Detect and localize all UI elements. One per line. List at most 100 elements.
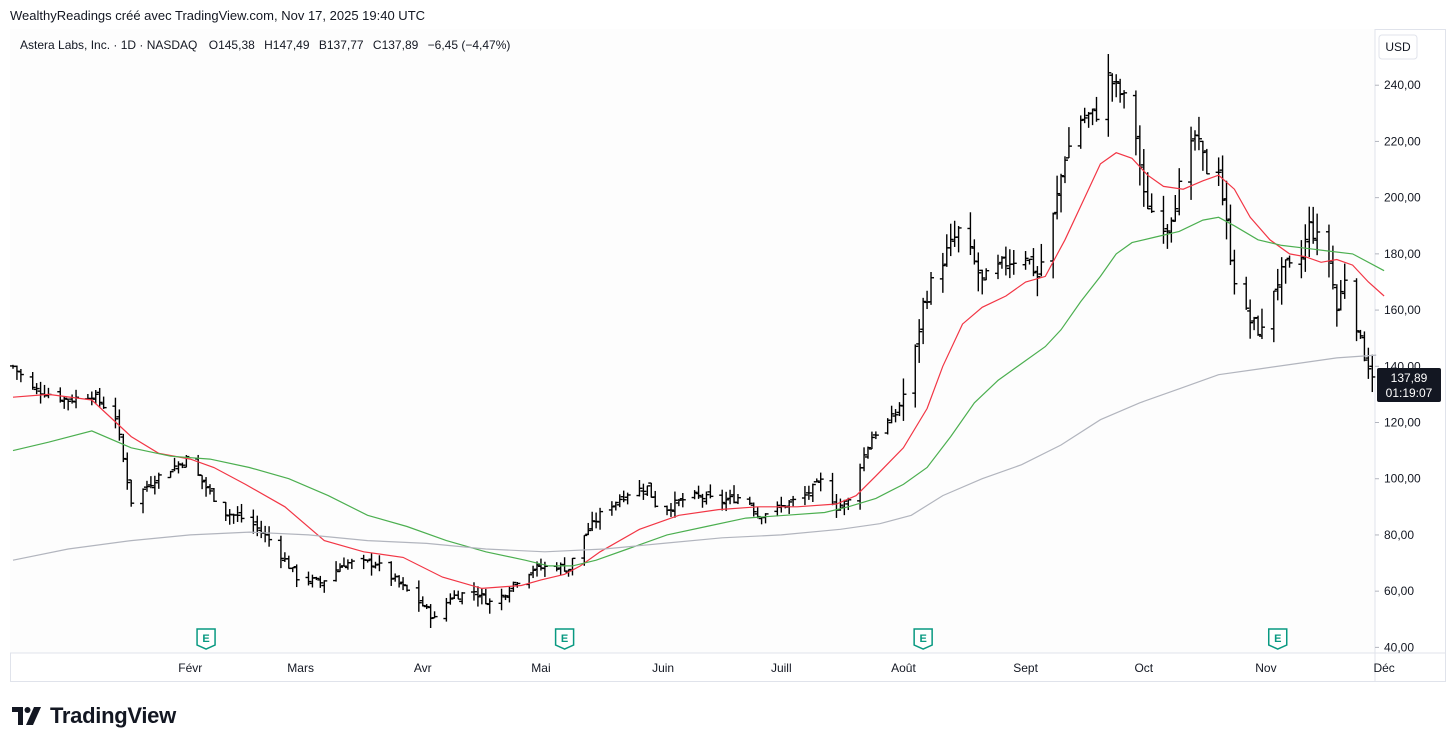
ohlc-bar	[1148, 193, 1155, 213]
ohlc-bar	[333, 561, 340, 582]
legend-close: C137,89	[373, 38, 419, 52]
ohlc-bar	[293, 564, 300, 588]
ohlc-bar	[920, 297, 927, 345]
ohlc-bar	[1109, 73, 1116, 102]
tradingview-logo-icon	[12, 707, 41, 725]
time-tick-label: Juin	[652, 661, 674, 675]
ohlc-bar	[884, 418, 891, 435]
earnings-marker[interactable]: E	[554, 628, 575, 650]
ohlc-bar	[1333, 284, 1340, 327]
price-tick-label: 180,00	[1384, 247, 1421, 261]
ohlc-bar	[585, 522, 592, 536]
ohlc-bar	[96, 387, 103, 407]
ohlc-bar	[210, 487, 217, 502]
ohlc-bar	[404, 584, 410, 592]
earnings-marker-label: E	[561, 633, 568, 645]
price-tick-label: 40,00	[1384, 640, 1414, 654]
ohlc-bar	[143, 480, 150, 492]
ohlc-bar	[624, 492, 631, 505]
earnings-marker[interactable]: E	[913, 628, 933, 650]
ohlc-bar	[809, 483, 816, 503]
ohlc-bar	[534, 561, 541, 577]
time-tick-label: Oct	[1134, 661, 1153, 675]
ohlc-bar	[1258, 308, 1265, 340]
earnings-marker[interactable]: E	[1267, 628, 1288, 650]
ohlc-bar	[474, 586, 481, 607]
ohlc-bar	[872, 431, 879, 440]
ohlc-bar	[1144, 172, 1151, 210]
ohlc-bar	[1286, 255, 1293, 268]
ohlc-bar	[671, 491, 678, 518]
ohlc-bar	[1058, 173, 1065, 213]
ohlc-bar	[506, 586, 513, 603]
ohlc-bar	[459, 592, 466, 605]
earnings-marker-label: E	[202, 633, 209, 645]
ohlc-bar	[1038, 243, 1045, 277]
ohlc-bar	[171, 457, 178, 472]
ohlc-bar	[1089, 108, 1096, 126]
ohlc-bar	[61, 396, 68, 409]
ohlc-bar	[975, 252, 982, 292]
ohlc-bar	[1243, 276, 1250, 310]
price-tick-label: 200,00	[1384, 191, 1421, 205]
ohlc-bar	[455, 590, 462, 600]
ohlc-bar	[199, 474, 206, 490]
ohlc-bar	[774, 501, 781, 517]
ohlc-bar	[955, 225, 962, 253]
chart-pane[interactable]	[10, 29, 1375, 653]
ohlc-bar	[340, 557, 347, 567]
ohlc-bar	[478, 588, 485, 605]
ohlc-bar	[1274, 268, 1281, 301]
legend-change: −6,45 (−4,47%)	[428, 38, 511, 52]
ohlc-bar	[727, 489, 734, 505]
ohlc-bar	[979, 269, 986, 295]
ohlc-bar	[17, 368, 24, 383]
tradingview-logo[interactable]: TradingView	[12, 703, 176, 729]
time-tick-label: Sept	[1013, 661, 1038, 675]
ohlc-bar	[1010, 249, 1017, 275]
ohlc-bar	[112, 397, 119, 429]
currency-label: USD	[1385, 40, 1411, 54]
ohlc-bar	[1061, 156, 1068, 184]
ohlc-bar	[100, 396, 107, 409]
ohlc-bar	[277, 535, 284, 569]
ohlc-bar	[608, 501, 615, 516]
legend-high: H147,49	[264, 38, 310, 52]
legend-open: O145,38	[209, 38, 255, 52]
ohlc-bar	[1270, 290, 1277, 343]
ohlc-bar	[1002, 246, 1009, 276]
ohlc-bar	[29, 372, 36, 390]
ohlc-bar	[1195, 116, 1202, 151]
ohlc-bar	[817, 472, 824, 492]
legend-symbol: Astera Labs, Inc. · 1D · NASDAQ O145,38 …	[20, 38, 510, 52]
earnings-marker[interactable]: E	[196, 628, 216, 650]
ohlc-bar	[447, 593, 454, 605]
ohlc-bar	[900, 378, 907, 421]
ohlc-bar	[1030, 248, 1037, 277]
ohlc-bar	[1121, 90, 1128, 109]
earnings-marker-label: E	[919, 633, 926, 645]
ohlc-bar	[155, 472, 162, 489]
ohlc-bar	[431, 611, 438, 619]
currency-button[interactable]	[1378, 34, 1418, 60]
time-tick-label: Févr	[178, 661, 202, 675]
last-price-tag: 137,89 01:19:07	[1377, 368, 1441, 402]
ohlc-bar	[801, 486, 808, 506]
ohlc-bar	[317, 575, 324, 588]
ohlc-bar	[364, 559, 371, 563]
price-tick-label: 240,00	[1384, 78, 1421, 92]
ohlc-bar	[1050, 212, 1057, 279]
ohlc-bar	[124, 452, 131, 490]
tradingview-wordmark: TradingView	[50, 703, 176, 728]
ohlc-bar	[92, 390, 99, 405]
ohlc-bar	[845, 497, 852, 511]
ohlc-bar	[203, 477, 210, 497]
ohlc-bar	[939, 252, 946, 293]
ohlc-bar	[1077, 115, 1084, 149]
earnings-marker-label: E	[1274, 633, 1281, 645]
ohlc-bar	[1105, 54, 1112, 137]
ohlc-bar	[482, 588, 489, 605]
ohlc-bar	[337, 563, 344, 573]
